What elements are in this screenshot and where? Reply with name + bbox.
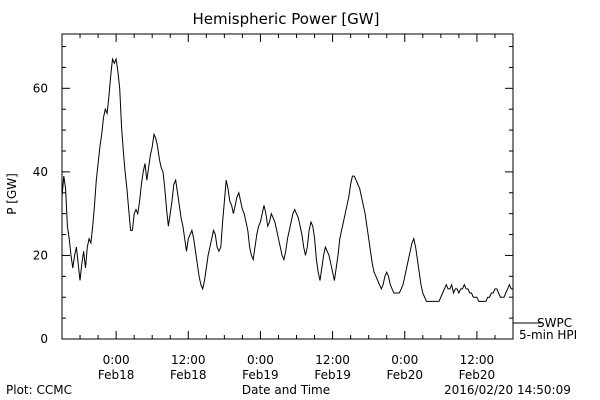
x-tick-time-label: 0:00	[391, 353, 418, 367]
x-tick-time-label: 12:00	[171, 353, 206, 367]
legend-label-swpc: SWPC	[537, 316, 572, 330]
y-tick-label: 40	[33, 165, 48, 179]
x-tick-time-label: 12:00	[315, 353, 350, 367]
series-line-swpc	[61, 57, 513, 302]
y-axis-label: P [GW]	[5, 173, 19, 215]
legend: SWPC 5-min HPI	[513, 316, 577, 342]
x-tick-time-label: 0:00	[103, 353, 130, 367]
x-tick-time-label: 0:00	[247, 353, 274, 367]
x-tick-time-label: 12:00	[460, 353, 495, 367]
footer-credit: Plot: CCMC	[6, 383, 72, 397]
y-tick-label: 60	[33, 81, 48, 95]
y-axis: 0 20 40 60	[33, 46, 513, 346]
x-tick-date-label: Feb19	[314, 368, 351, 382]
x-axis-label: Date and Time	[242, 383, 330, 397]
y-tick-label: 20	[33, 248, 48, 262]
legend-label-hpi: 5-min HPI	[519, 328, 577, 342]
chart-title: Hemispheric Power [GW]	[193, 10, 380, 28]
x-tick-date-label: Feb20	[459, 368, 496, 382]
y-tick-label: 0	[40, 332, 48, 346]
x-tick-date-label: Feb18	[98, 368, 135, 382]
x-tick-date-label: Feb19	[242, 368, 279, 382]
x-axis: 0:00Feb1812:00Feb180:00Feb1912:00Feb190:…	[79, 34, 514, 382]
plot-frame	[61, 33, 514, 340]
footer-timestamp: 2016/02/20 14:50:09	[444, 383, 571, 397]
x-tick-date-label: Feb18	[170, 368, 207, 382]
x-tick-date-label: Feb20	[387, 368, 424, 382]
